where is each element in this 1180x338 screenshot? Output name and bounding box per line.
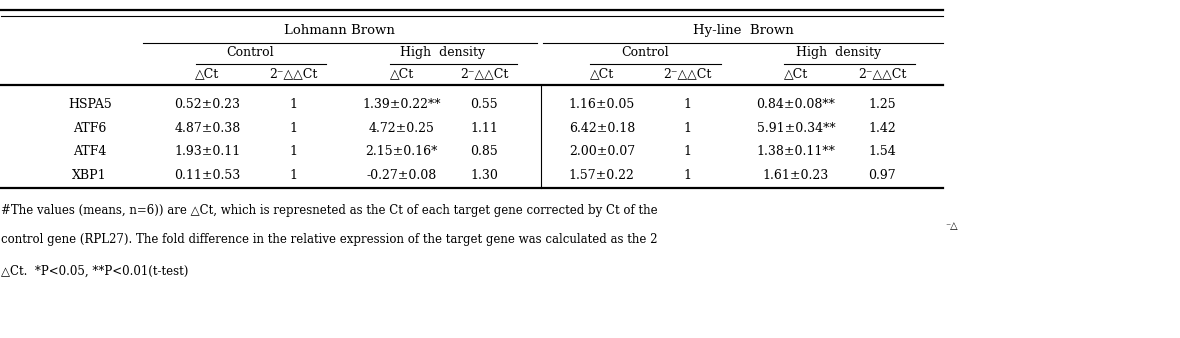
Text: 4.87±0.38: 4.87±0.38 (175, 122, 241, 135)
Text: 1.11: 1.11 (470, 122, 498, 135)
Text: 1.54: 1.54 (868, 145, 896, 159)
Text: Control: Control (227, 46, 274, 59)
Text: 2⁻△△Ct: 2⁻△△Ct (269, 67, 317, 80)
Text: 2.15±0.16*: 2.15±0.16* (366, 145, 438, 159)
Text: ⁻△: ⁻△ (945, 222, 958, 231)
Text: 0.97: 0.97 (868, 169, 896, 182)
Text: 1.57±0.22: 1.57±0.22 (569, 169, 635, 182)
Text: 0.52±0.23: 0.52±0.23 (175, 98, 241, 111)
Text: △Ct: △Ct (195, 67, 219, 80)
Text: Control: Control (621, 46, 669, 59)
Text: 1: 1 (683, 145, 691, 159)
Text: 1: 1 (289, 122, 297, 135)
Text: 2⁻△△Ct: 2⁻△△Ct (858, 67, 906, 80)
Text: 1.30: 1.30 (470, 169, 498, 182)
Text: 1.42: 1.42 (868, 122, 896, 135)
Text: 6.42±0.18: 6.42±0.18 (569, 122, 635, 135)
Text: △Ct.  *P<0.05, **P<0.01(t-test): △Ct. *P<0.05, **P<0.01(t-test) (1, 265, 189, 278)
Text: 5.91±0.34**: 5.91±0.34** (756, 122, 835, 135)
Text: 1: 1 (289, 98, 297, 111)
Text: High  density: High density (796, 46, 881, 59)
Text: 4.72±0.25: 4.72±0.25 (368, 122, 434, 135)
Text: △Ct: △Ct (389, 67, 414, 80)
Text: 2⁻△△Ct: 2⁻△△Ct (460, 67, 509, 80)
Text: 1: 1 (683, 98, 691, 111)
Text: #The values (means, n=6)) are △Ct, which is represneted as the Ct of each target: #The values (means, n=6)) are △Ct, which… (1, 204, 658, 217)
Text: Hy-line  Brown: Hy-line Brown (693, 24, 793, 38)
Text: High  density: High density (400, 46, 485, 59)
Text: 0.11±0.53: 0.11±0.53 (175, 169, 241, 182)
Text: 0.84±0.08**: 0.84±0.08** (756, 98, 835, 111)
Text: 0.55: 0.55 (471, 98, 498, 111)
Text: ATF6: ATF6 (73, 122, 106, 135)
Text: 1: 1 (289, 145, 297, 159)
Text: 1.38±0.11**: 1.38±0.11** (756, 145, 835, 159)
Text: 1: 1 (683, 169, 691, 182)
Text: 1.16±0.05: 1.16±0.05 (569, 98, 635, 111)
Text: 1.25: 1.25 (868, 98, 896, 111)
Text: HSPA5: HSPA5 (67, 98, 112, 111)
Text: Lohmann Brown: Lohmann Brown (284, 24, 395, 38)
Text: 0.85: 0.85 (470, 145, 498, 159)
Text: -0.27±0.08: -0.27±0.08 (367, 169, 437, 182)
Text: △Ct: △Ct (590, 67, 614, 80)
Text: control gene (RPL27). The fold difference in the relative expression of the targ: control gene (RPL27). The fold differenc… (1, 233, 658, 246)
Text: XBP1: XBP1 (72, 169, 107, 182)
Text: 1: 1 (683, 122, 691, 135)
Text: 2.00±0.07: 2.00±0.07 (569, 145, 635, 159)
Text: 1.61±0.23: 1.61±0.23 (763, 169, 830, 182)
Text: ATF4: ATF4 (73, 145, 106, 159)
Text: △Ct: △Ct (784, 67, 808, 80)
Text: 2⁻△△Ct: 2⁻△△Ct (663, 67, 712, 80)
Text: 1.39±0.22**: 1.39±0.22** (362, 98, 441, 111)
Text: 1: 1 (289, 169, 297, 182)
Text: 1.93±0.11: 1.93±0.11 (175, 145, 241, 159)
